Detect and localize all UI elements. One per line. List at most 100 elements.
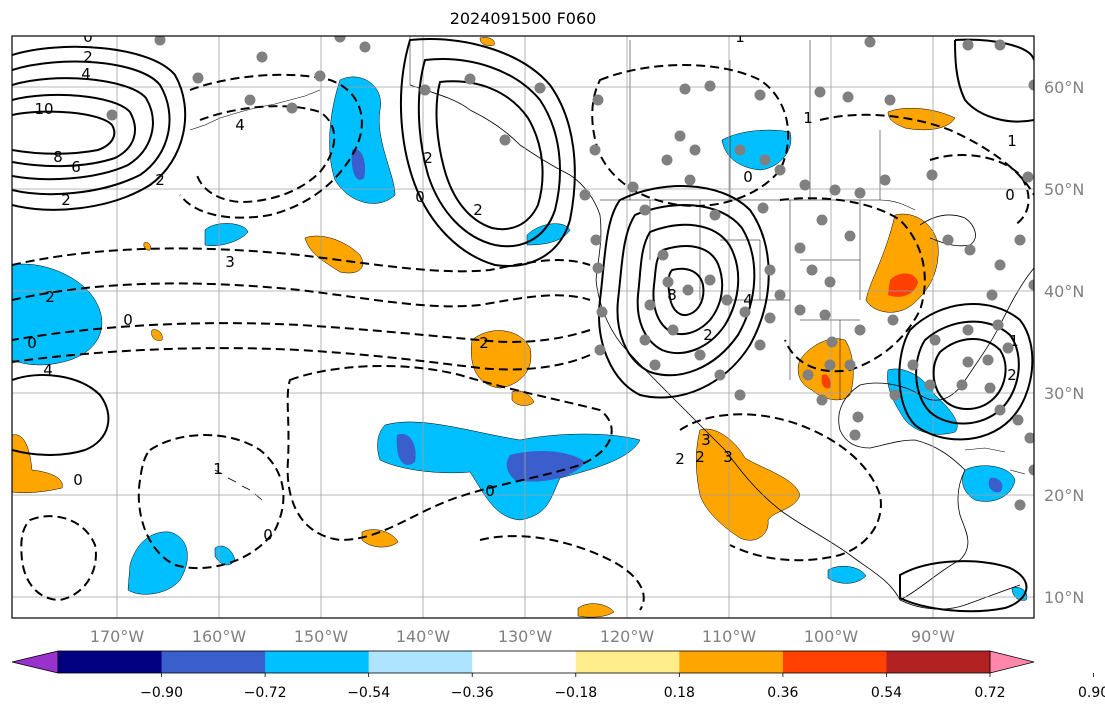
contour-label: 0 <box>73 471 83 489</box>
station-dot <box>639 204 651 216</box>
station-dot <box>992 319 1004 331</box>
contour-solid <box>932 338 1007 410</box>
station-dot <box>824 359 836 371</box>
negative-anomaly-strong <box>988 477 1003 493</box>
colorbar-tick-label: −0.54 <box>347 685 390 701</box>
station-dot <box>1014 234 1026 246</box>
colorbar-min-extension <box>11 650 59 674</box>
positive-anomaly-region <box>470 330 532 389</box>
station-dot <box>1028 79 1034 91</box>
colorbar-segment <box>368 651 473 673</box>
station-dot <box>709 209 721 221</box>
contour-label: 0 <box>415 188 425 206</box>
station-dot <box>994 259 1006 271</box>
contour-solid <box>12 45 187 211</box>
station-dot <box>682 284 694 296</box>
contour-label: 2 <box>45 288 55 306</box>
colorbar-tick-label: −0.72 <box>244 685 287 701</box>
station-dot <box>799 179 811 191</box>
latitude-labels: 60°N 50°N 40°N 30°N 20°N 10°N <box>1044 78 1084 607</box>
station-dot <box>986 289 998 301</box>
station-dot <box>889 389 901 401</box>
colorbar-segment <box>886 651 991 673</box>
station-dot <box>334 36 346 43</box>
station-dot <box>499 134 511 146</box>
longitude-tick-label: 150°W <box>294 627 349 646</box>
station-dot <box>649 359 661 371</box>
station-dot <box>994 404 1006 416</box>
contour-label: 1 <box>213 460 223 478</box>
station-dot <box>907 359 919 371</box>
station-dot <box>679 83 691 95</box>
contour-solid <box>399 38 576 267</box>
station-dot <box>590 234 602 246</box>
station-dot <box>734 389 746 401</box>
longitude-tick-label: 140°W <box>396 627 451 646</box>
station-dot <box>994 39 1006 51</box>
station-dot <box>662 276 674 288</box>
contour-label: 1 <box>735 28 745 46</box>
contour-label: 2 <box>155 171 165 189</box>
contour-label: 10 <box>34 100 53 118</box>
contour-dashed <box>12 247 591 371</box>
contour-dashed <box>20 515 97 602</box>
station-dot <box>661 154 673 166</box>
station-dot <box>819 309 831 321</box>
anomaly-fills <box>12 37 1028 618</box>
us-states-lines <box>649 200 861 400</box>
latitude-tick-label: 60°N <box>1044 78 1084 97</box>
station-dot <box>754 339 766 351</box>
contour-label: 0 <box>1005 186 1015 204</box>
contour-label: 3 <box>225 253 235 271</box>
station-dot <box>739 306 751 318</box>
colorbar-max-extension <box>989 650 1035 674</box>
station-dot <box>774 164 786 176</box>
station-dot <box>962 324 974 336</box>
contour-label: 2 <box>1007 366 1017 384</box>
colorbar-tick-label: 0.18 <box>664 685 695 701</box>
positive-contours <box>12 38 1034 613</box>
contour-label: 2 <box>473 201 483 219</box>
station-dot <box>639 334 651 346</box>
contour-label: 3 <box>701 431 711 449</box>
negative-anomaly-region <box>721 129 792 171</box>
colorbar-tick-label: 0.72 <box>974 685 1005 701</box>
station-dot <box>714 369 726 381</box>
positive-anomaly-region <box>887 107 956 131</box>
station-dot <box>887 314 899 326</box>
station-dot <box>759 154 771 166</box>
map-frame <box>11 35 1035 619</box>
positive-anomaly-region <box>577 603 615 618</box>
station-dot <box>589 144 601 156</box>
positive-anomaly-region <box>361 529 399 548</box>
contour-label: 0 <box>743 168 753 186</box>
contour-dashed <box>479 535 645 611</box>
contour-dashed <box>929 154 1030 226</box>
positive-anomaly-region <box>511 390 535 406</box>
contour-label: 0 <box>123 311 133 329</box>
latitude-tick-label: 50°N <box>1044 180 1084 199</box>
station-dot <box>734 144 746 156</box>
station-dot <box>596 306 608 318</box>
latitude-tick-label: 40°N <box>1044 282 1084 301</box>
caribbean-islands <box>964 447 1026 475</box>
contour-label: 0 <box>83 28 93 46</box>
station-dot <box>956 379 968 391</box>
contour-label: 1 <box>1009 332 1019 350</box>
colorbar-segment <box>58 651 163 673</box>
station-dot <box>579 189 591 201</box>
station-markers <box>106 36 1034 511</box>
station-dot <box>689 144 701 156</box>
negative-anomaly-region <box>127 531 188 595</box>
canada-us-border <box>600 199 916 211</box>
contour-dashed <box>12 282 591 343</box>
gulf-coast <box>838 382 969 601</box>
negative-anomaly-strong <box>351 149 366 180</box>
contour-label: 1 <box>1007 132 1017 150</box>
longitude-tick-label: 120°W <box>600 627 655 646</box>
station-dot <box>704 274 716 286</box>
colorbar-tick-label: −0.90 <box>140 685 183 701</box>
longitude-labels: 170°W 160°W 150°W 140°W 130°W 120°W 110°W 100°W… <box>90 627 955 646</box>
